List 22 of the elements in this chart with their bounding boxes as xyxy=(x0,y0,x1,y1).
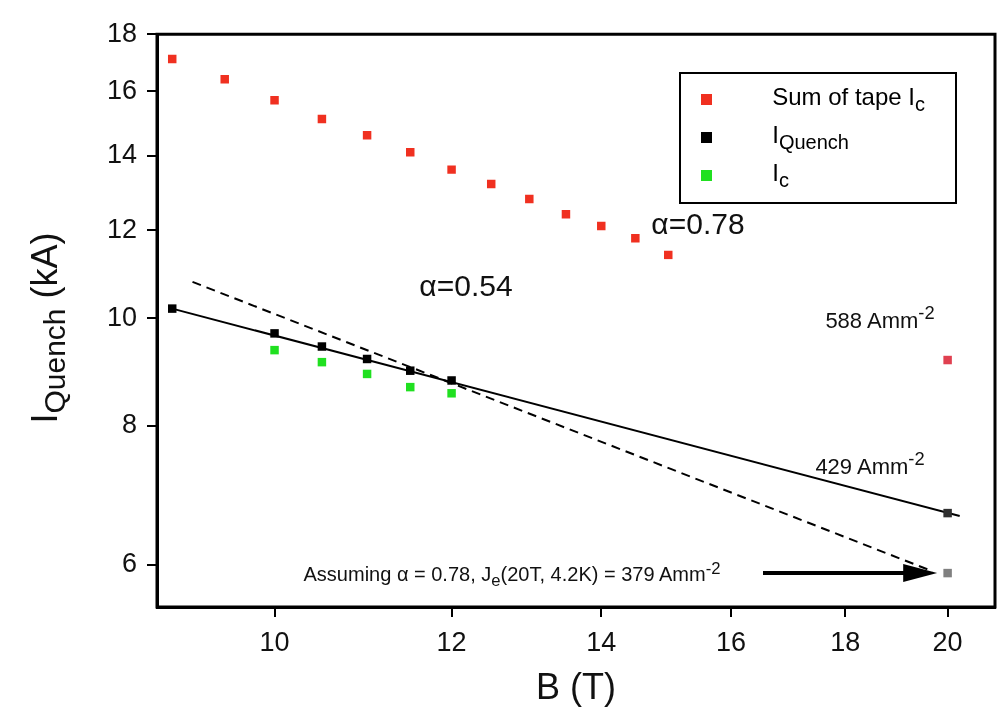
y-tick-label: 10 xyxy=(106,301,137,332)
x-axis-title: B (T) xyxy=(536,666,616,708)
x-tick-label: 16 xyxy=(715,626,746,657)
y-tick-label: 16 xyxy=(106,74,137,105)
x-tick-label: 18 xyxy=(830,626,861,657)
y-tick-label: 6 xyxy=(121,548,137,579)
annotation: 429 Amm$^{-2}$ xyxy=(815,448,925,480)
text: I$_{Quench}$ xyxy=(772,120,849,154)
x-tick-label: 20 xyxy=(932,626,963,657)
annotation: α=0.78 xyxy=(651,207,745,241)
annotation: Assuming α = 0.78, J$_{e}$(20T, 4.2K) = 379 Amm$^{-2}$ xyxy=(303,558,721,592)
y-tick-label: 12 xyxy=(106,213,137,244)
x-tick-label: 14 xyxy=(586,626,617,657)
y-tick-label: 18 xyxy=(106,17,137,48)
text: Sum of tape I$_{c}$ xyxy=(772,82,925,116)
x-tick-label: 10 xyxy=(259,626,290,657)
annotation: α=0.54 xyxy=(419,269,513,303)
y-tick-label: 14 xyxy=(106,139,137,170)
text: I$_{c}$ xyxy=(772,158,789,192)
x-tick-label: 12 xyxy=(436,626,467,657)
y-tick-label: 8 xyxy=(121,409,137,440)
annotation: 588 Amm$^{-2}$ xyxy=(825,302,935,334)
